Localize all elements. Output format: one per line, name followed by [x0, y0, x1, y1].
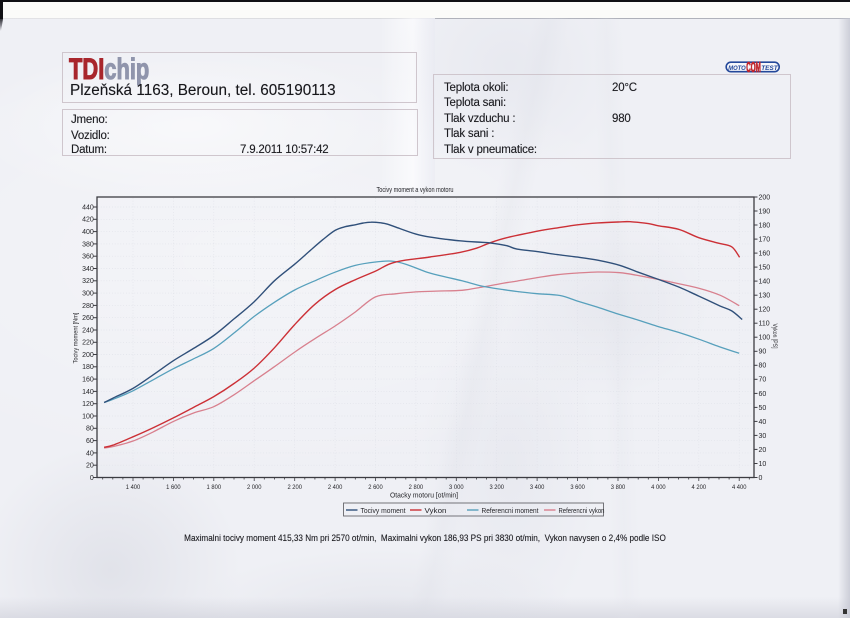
svg-text:70: 70	[759, 377, 767, 384]
svg-text:400: 400	[82, 229, 94, 236]
svg-text:MOTO: MOTO	[728, 65, 746, 72]
svg-text:440: 440	[82, 204, 94, 211]
svg-text:120: 120	[82, 401, 94, 408]
svg-text:80: 80	[86, 426, 94, 433]
svg-text:Otacky motoru [ot/min]: Otacky motoru [ot/min]	[390, 493, 458, 500]
svg-text:260: 260	[82, 315, 94, 322]
svg-text:30: 30	[759, 433, 767, 440]
svg-text:3 600: 3 600	[570, 484, 585, 491]
svg-text:3 400: 3 400	[530, 484, 545, 491]
svg-text:3 000: 3 000	[449, 484, 464, 491]
svg-text:Vykon [PS]: Vykon [PS]	[771, 324, 778, 349]
svg-text:2 200: 2 200	[287, 484, 302, 491]
svg-text:160: 160	[82, 377, 94, 384]
svg-text:1 800: 1 800	[207, 484, 222, 491]
svg-text:COM: COM	[746, 60, 761, 76]
svg-text:130: 130	[759, 293, 771, 300]
svg-text:340: 340	[82, 266, 94, 273]
svg-text:3 800: 3 800	[611, 484, 626, 491]
svg-text:190: 190	[759, 208, 771, 215]
svg-text:50: 50	[759, 405, 767, 412]
svg-text:2 800: 2 800	[409, 484, 424, 491]
svg-text:1 400: 1 400	[126, 484, 141, 491]
svg-text:80: 80	[759, 363, 767, 370]
svg-text:2 000: 2 000	[247, 484, 262, 491]
svg-text:420: 420	[82, 217, 94, 224]
svg-text:160: 160	[759, 251, 771, 258]
svg-text:240: 240	[82, 327, 94, 334]
svg-text:2 400: 2 400	[328, 484, 343, 491]
svg-text:140: 140	[759, 279, 771, 286]
svg-text:120: 120	[759, 307, 771, 314]
svg-text:4 400: 4 400	[732, 484, 747, 491]
svg-text:3 200: 3 200	[489, 484, 504, 491]
svg-text:300: 300	[82, 291, 94, 298]
svg-text:60: 60	[759, 391, 767, 398]
svg-text:180: 180	[759, 222, 771, 229]
svg-text:40: 40	[86, 450, 94, 457]
svg-text:Tocivy moment a vykon motoru: Tocivy moment a vykon motoru	[377, 185, 454, 194]
svg-text:110: 110	[759, 321, 770, 328]
svg-text:TEST: TEST	[761, 65, 779, 72]
svg-text:Vykon: Vykon	[425, 508, 447, 515]
svg-text:380: 380	[82, 241, 94, 248]
svg-text:360: 360	[82, 254, 94, 261]
svg-text:200: 200	[82, 352, 94, 359]
svg-text:320: 320	[82, 278, 94, 285]
svg-text:100: 100	[759, 335, 771, 342]
svg-text:280: 280	[82, 303, 94, 310]
svg-text:10: 10	[759, 461, 767, 468]
svg-text:4 000: 4 000	[651, 484, 666, 491]
svg-text:Tocivy moment: Tocivy moment	[361, 508, 406, 515]
svg-text:40: 40	[759, 419, 767, 426]
svg-text:Referencni vykon: Referencni vykon	[559, 508, 605, 515]
svg-text:0: 0	[90, 475, 94, 482]
svg-text:4 200: 4 200	[692, 484, 707, 491]
svg-text:Referencni moment: Referencni moment	[482, 508, 539, 515]
svg-text:220: 220	[82, 340, 94, 347]
svg-text:200: 200	[759, 194, 771, 201]
svg-text:100: 100	[82, 413, 94, 420]
svg-text:140: 140	[82, 389, 94, 396]
svg-text:170: 170	[759, 237, 771, 244]
svg-text:20: 20	[86, 463, 94, 470]
svg-text:Tocivy moment [Nm]: Tocivy moment [Nm]	[73, 312, 80, 363]
svg-text:1 600: 1 600	[166, 484, 181, 491]
svg-text:90: 90	[759, 349, 767, 356]
svg-text:0: 0	[759, 475, 763, 482]
svg-text:20: 20	[759, 447, 767, 454]
svg-text:2 600: 2 600	[368, 484, 383, 491]
svg-text:150: 150	[759, 265, 771, 272]
svg-text:180: 180	[82, 364, 94, 371]
svg-text:60: 60	[86, 438, 94, 445]
